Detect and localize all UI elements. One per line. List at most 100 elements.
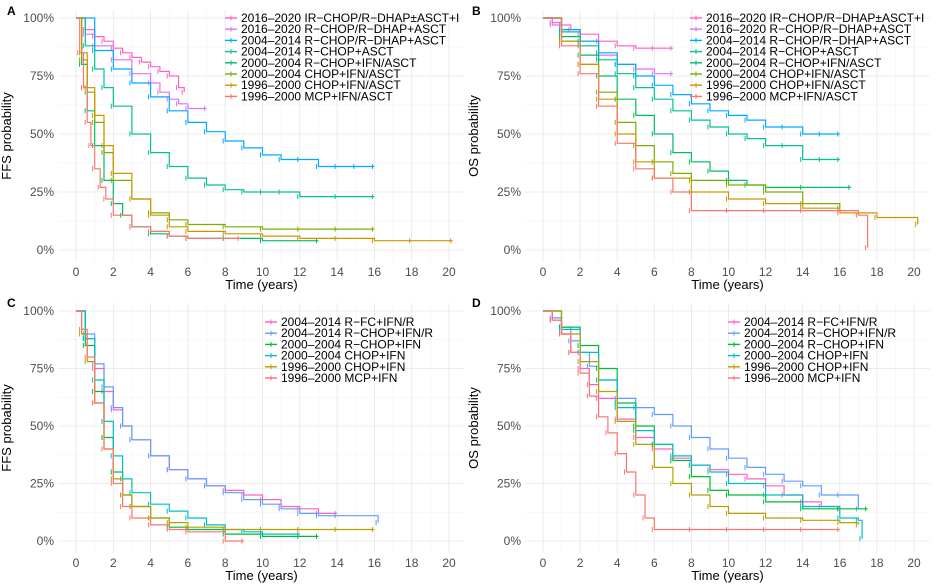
legend-label: 2004–2014 R−CHOP+IFN/R	[744, 326, 896, 340]
legend-label: 1996–2000 CHOP+IFN/ASCT	[241, 78, 401, 92]
legend-label: 1996–2000 CHOP+IFN/ASCT	[706, 78, 866, 92]
y-tick-label: 50%	[497, 127, 521, 141]
legend-label: 1996–2000 MCP+IFN/ASCT	[241, 89, 393, 103]
x-axis-title: Time (years)	[225, 568, 297, 583]
legend-label: 2000–2004 R−CHOP+IFN/ASCT	[241, 56, 417, 70]
km-curve	[543, 17, 851, 188]
legend-label: 2004–2014 R−FC+IFN/R	[744, 315, 878, 329]
x-tick-label: 16	[833, 556, 847, 570]
km-curve	[543, 310, 859, 525]
panel-C: C 0 2 4 6 8 10 12 14 16 18 20 0% 25% 50% 75% 100% Time (y…	[0, 296, 465, 583]
y-tick-label: 0%	[37, 243, 55, 257]
x-tick-label: 10	[722, 265, 736, 279]
y-axis-title: OS probability	[466, 387, 481, 469]
km-curve	[543, 17, 919, 225]
legend-label: 2000–2004 R−CHOP+IFN/ASCT	[706, 56, 882, 70]
legend-label: 2000–2004 R−CHOP+IFN	[744, 337, 884, 351]
panel-label: B	[472, 4, 481, 18]
km-curve	[543, 17, 673, 49]
legend-label: 1996–2000 MCP+IFN/ASCT	[706, 89, 858, 103]
y-tick-label: 50%	[30, 127, 54, 141]
x-tick-label: 0	[73, 556, 80, 570]
legend-label: 2016–2020 R−CHOP/R−DHAP+ASCT	[241, 22, 447, 36]
km-curve	[543, 310, 863, 539]
y-tick-label: 75%	[30, 69, 54, 83]
legend-label: 1996–2000 CHOP+IFN	[281, 360, 405, 374]
km-curve	[543, 17, 840, 161]
legend-label: 2004–2014 R−CHOP/R−DHAP+ASCT	[706, 33, 912, 47]
legend-label: 2016–2020 R−CHOP/R−DHAP+ASCT	[706, 22, 912, 36]
y-tick-label: 0%	[504, 534, 522, 548]
x-tick-label: 2	[110, 265, 117, 279]
x-tick-label: 14	[330, 265, 344, 279]
y-tick-label: 0%	[37, 534, 55, 548]
x-tick-label: 18	[870, 556, 884, 570]
y-axis-title: FFS probability	[0, 92, 14, 180]
x-axis-title: Time (years)	[691, 277, 763, 292]
x-tick-label: 0	[540, 265, 547, 279]
x-tick-label: 16	[368, 556, 382, 570]
y-tick-label: 25%	[497, 477, 521, 491]
x-tick-label: 0	[73, 265, 80, 279]
x-tick-label: 4	[147, 556, 154, 570]
legend-label: 1996–2000 MCP+IFN	[281, 371, 397, 385]
y-tick-label: 100%	[490, 304, 521, 318]
legend-label: 2000–2004 CHOP+IFN	[744, 349, 868, 363]
y-tick-label: 100%	[490, 11, 521, 25]
x-tick-label: 14	[796, 265, 810, 279]
x-tick-label: 18	[405, 265, 419, 279]
y-tick-label: 75%	[30, 362, 54, 376]
x-tick-label: 10	[256, 265, 270, 279]
x-tick-label: 20	[442, 556, 456, 570]
x-tick-label: 12	[759, 556, 773, 570]
y-tick-label: 50%	[497, 419, 521, 433]
km-curve	[76, 17, 453, 242]
y-axis-title: FFS probability	[0, 384, 14, 472]
x-tick-label: 12	[759, 265, 773, 279]
x-tick-label: 20	[442, 265, 456, 279]
x-tick-label: 14	[796, 556, 810, 570]
legend-label: 2016–2020 IR−CHOP/R−DHAP±ASCT+I	[706, 11, 924, 25]
legend-label: 2000–2004 CHOP+IFN/ASCT	[706, 67, 866, 81]
x-tick-label: 6	[651, 265, 658, 279]
x-tick-label: 10	[722, 556, 736, 570]
x-axis-title: Time (years)	[691, 568, 763, 583]
legend-label: 2004–2014 R−CHOP+ASCT	[241, 45, 394, 59]
x-tick-label: 0	[540, 556, 547, 570]
legend-label: 2016–2020 IR−CHOP/R−DHAP±ASCT+I	[241, 11, 459, 25]
x-tick-label: 8	[222, 556, 229, 570]
legend-label: 2000–2004 R−CHOP+IFN	[281, 337, 421, 351]
km-curve	[76, 17, 375, 168]
km-curve	[76, 17, 375, 198]
x-axis-title: Time (years)	[225, 277, 297, 292]
km-curve	[543, 17, 869, 248]
panel-label: C	[7, 296, 16, 310]
panel-label: A	[7, 4, 16, 18]
km-curve	[76, 310, 244, 542]
panel-D: D 0 2 4 6 8 10 12 14 16 18 20 0% 25% 50% 75% 100% Time (y…	[466, 296, 930, 583]
x-tick-label: 6	[185, 556, 192, 570]
legend-label: 2004–2014 R−CHOP+IFN/R	[281, 326, 433, 340]
x-tick-label: 10	[256, 556, 270, 570]
x-tick-label: 4	[614, 265, 621, 279]
legend-label: 1996–2000 CHOP+IFN	[744, 360, 868, 374]
km-curve	[76, 17, 241, 239]
km-curve	[543, 17, 840, 135]
legend-label: 2000–2004 CHOP+IFN/ASCT	[241, 67, 401, 81]
legend-label: 2004–2014 R−CHOP/R−DHAP+ASCT	[241, 33, 447, 47]
legend-label: 1996–2000 MCP+IFN	[744, 371, 860, 385]
km-curve	[76, 310, 375, 531]
x-tick-label: 12	[293, 556, 307, 570]
x-tick-label: 6	[651, 556, 658, 570]
panel-A: A 0 2 4 6 8 10 12 14 16 18 20 0% 25% 50% 75% 100% Time (y…	[0, 4, 465, 292]
x-tick-label: 8	[688, 265, 695, 279]
x-tick-label: 2	[577, 265, 584, 279]
y-tick-label: 100%	[23, 11, 54, 25]
panel-label: D	[472, 296, 481, 310]
x-tick-label: 20	[907, 556, 921, 570]
legend-label: 2000–2004 CHOP+IFN	[281, 349, 405, 363]
x-tick-label: 8	[222, 265, 229, 279]
km-curve	[543, 310, 840, 531]
km-curve	[76, 17, 207, 110]
